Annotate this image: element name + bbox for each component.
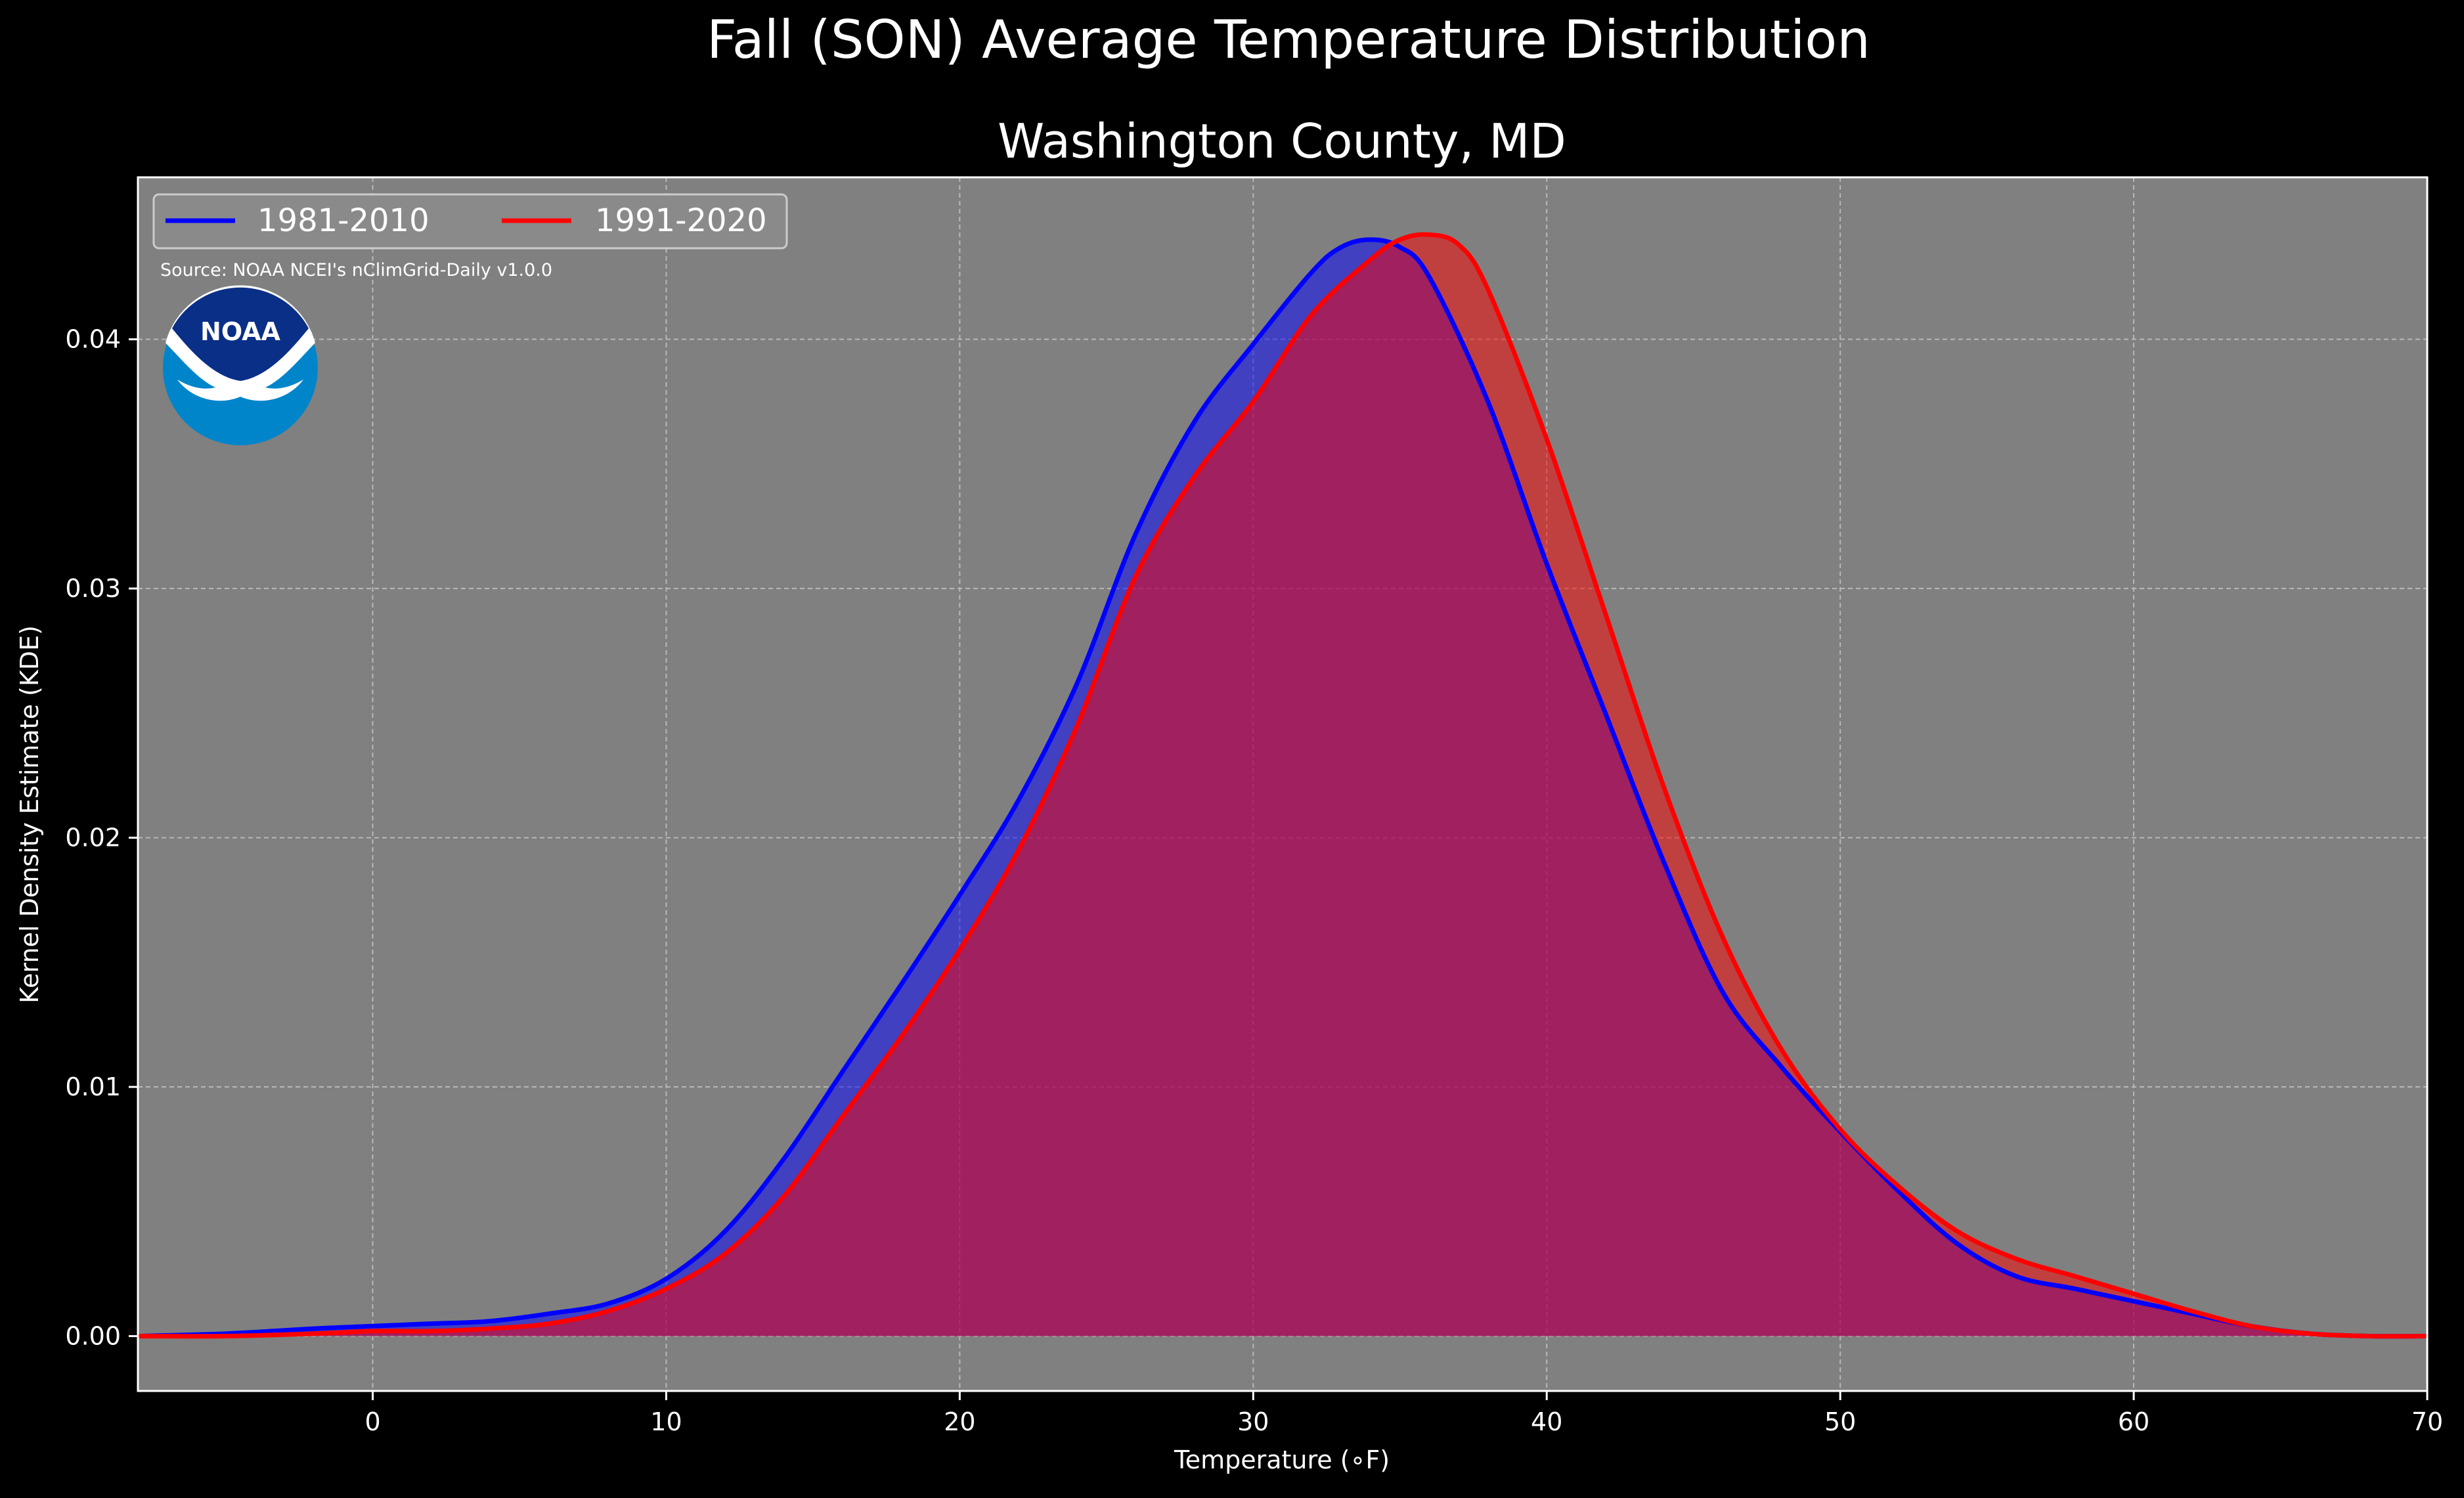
legend-box	[152, 193, 788, 250]
chart-subtitle: Washington County, MD	[998, 114, 1566, 169]
noaa-logo-text: NOAA	[200, 317, 280, 346]
legend-label-1981-2010: 1981-2010	[257, 202, 429, 239]
chart-title: Fall (SON) Average Temperature Distribut…	[707, 9, 1870, 70]
x-tick-label: 20	[944, 1407, 975, 1436]
x-tick-label: 0	[364, 1407, 380, 1436]
legend: 1981-2010 1991-2020	[152, 193, 788, 250]
noaa-logo-icon: NOAA	[163, 285, 318, 445]
x-tick-label: 30	[1237, 1407, 1269, 1436]
x-tick-label: 50	[1824, 1407, 1856, 1436]
series-lines	[137, 232, 2428, 1339]
x-tick-label: 60	[2118, 1407, 2149, 1436]
series-areas	[138, 234, 2427, 1336]
x-axis-ticks: 0 10 20 30 40 50 60 70	[364, 1391, 2443, 1436]
y-axis-label: Kernel Density Estimate (KDE)	[15, 625, 44, 1003]
y-tick-label: 0.00	[65, 1322, 121, 1351]
plot-frame	[137, 176, 2429, 1392]
x-tick-label: 40	[1531, 1407, 1562, 1436]
noaa-logo-top	[172, 287, 309, 381]
y-tick-label: 0.01	[65, 1072, 121, 1101]
y-tick-label: 0.03	[65, 574, 121, 603]
x-tick-label: 10	[650, 1407, 682, 1436]
area-1991-2020	[138, 234, 2427, 1336]
x-axis-label: Temperature (∘F)	[1174, 1445, 1390, 1474]
source-note: Source: NOAA NCEI's nClimGrid-Daily v1.0…	[160, 260, 552, 280]
legend-label-1991-2020: 1991-2020	[595, 202, 767, 239]
x-tick-label: 70	[2411, 1407, 2443, 1436]
y-tick-label: 0.02	[65, 824, 121, 852]
y-axis-ticks: 0.00 0.01 0.02 0.03 0.04	[65, 325, 138, 1351]
y-tick-label: 0.04	[65, 325, 121, 354]
line-1981-2010	[137, 237, 2428, 1339]
line-1991-2020	[137, 232, 2428, 1339]
